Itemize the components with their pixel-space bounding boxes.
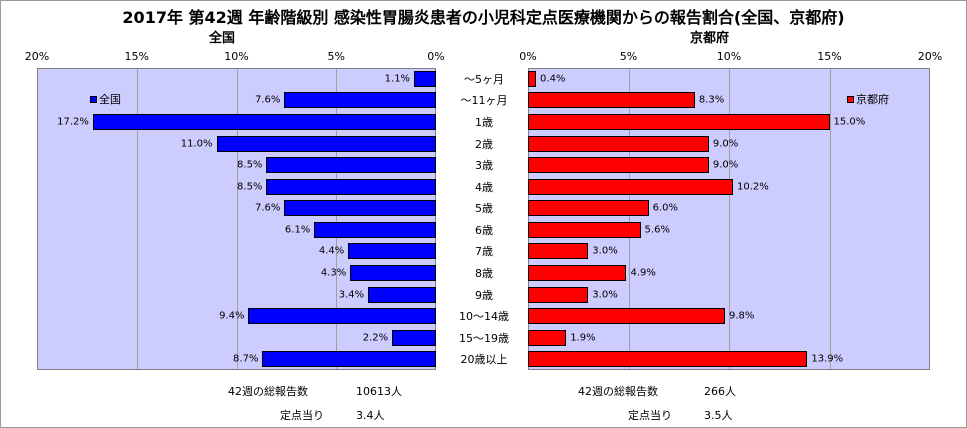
right-gridline [830,69,831,369]
right-total-value: 266人 [704,383,736,399]
category-label: ～11ヶ月 [440,92,528,108]
kyoto-bar [528,287,588,303]
legend-national-label: 全国 [99,91,121,107]
kyoto-bar [528,308,725,324]
kyoto-bar [528,200,649,216]
national-data-label: 11.0% [181,138,213,149]
right-total-label: 42週の総報告数 [578,383,658,399]
national-data-label: 8.5% [237,160,262,171]
national-data-label: 3.4% [339,289,364,300]
left-tick-label: 0% [427,50,444,63]
national-bar [262,351,436,367]
category-label: 7歳 [440,243,528,259]
national-bar [217,136,436,152]
national-data-label: 9.4% [219,311,244,322]
left-total-label: 42週の総報告数 [228,383,308,399]
left-tick-label: 15% [125,50,149,63]
kyoto-bar [528,222,641,238]
left-tick-label: 10% [224,50,248,63]
kyoto-data-label: 13.9% [811,354,843,365]
left-tick-label: 20% [25,50,49,63]
national-bar [266,179,436,195]
national-bar [266,157,436,173]
right-panel-title: 京都府 [690,27,729,46]
left-per-label: 定点当り [280,407,324,423]
national-bar [248,308,436,324]
national-bar [284,200,436,216]
category-label: 4歳 [440,179,528,195]
national-bar [368,287,436,303]
kyoto-data-label: 4.9% [630,267,655,278]
right-per-label: 定点当り [628,407,672,423]
national-bar [350,265,436,281]
national-data-label: 8.7% [233,354,258,365]
kyoto-bar [528,330,566,346]
national-data-label: 4.3% [321,267,346,278]
national-data-label: 17.2% [57,116,89,127]
kyoto-data-label: 9.0% [713,138,738,149]
legend-national: 全国 [90,91,121,107]
national-data-label: 8.5% [237,181,262,192]
category-label: 3歳 [440,157,528,173]
kyoto-data-label: 9.0% [713,160,738,171]
national-data-label: 7.6% [255,95,280,106]
national-data-label: 6.1% [285,224,310,235]
legend-national-swatch [90,96,97,103]
kyoto-data-label: 9.8% [729,311,754,322]
national-bar [93,114,436,130]
left-panel-title: 全国 [209,27,235,46]
category-label: 1歳 [440,114,528,130]
kyoto-bar [528,114,830,130]
kyoto-bar [528,157,709,173]
legend-kyoto-swatch [847,96,854,103]
right-tick-label: 10% [717,50,741,63]
national-data-label: 1.1% [385,73,410,84]
chart-title: 2017年 第42週 年齢階級別 感染性胃腸炎患者の小児科定点医療機関からの報告… [0,4,967,28]
kyoto-bar [528,179,733,195]
national-data-label: 4.4% [319,246,344,257]
national-bar [392,330,436,346]
kyoto-bar [528,265,626,281]
right-per-value: 3.5人 [704,407,733,423]
category-label: 10～14歳 [440,308,528,324]
kyoto-bar [528,351,807,367]
national-bar [284,92,436,108]
kyoto-bar [528,243,588,259]
kyoto-data-label: 15.0% [834,116,866,127]
legend-kyoto-label: 京都府 [856,91,889,107]
kyoto-bar [528,92,695,108]
kyoto-data-label: 1.9% [570,332,595,343]
category-label: 6歳 [440,222,528,238]
kyoto-bar [528,71,536,87]
category-label: 15～19歳 [440,330,528,346]
right-tick-label: 0% [519,50,536,63]
national-bar [414,71,436,87]
category-label: 5歳 [440,200,528,216]
left-per-value: 3.4人 [356,407,385,423]
national-data-label: 2.2% [363,332,388,343]
legend-kyoto: 京都府 [847,91,889,107]
kyoto-data-label: 8.3% [699,95,724,106]
category-label: 2歳 [440,136,528,152]
national-bar [314,222,436,238]
national-bar [348,243,436,259]
kyoto-data-label: 3.0% [592,289,617,300]
right-tick-label: 20% [918,50,942,63]
kyoto-data-label: 6.0% [653,203,678,214]
left-total-value: 10613人 [356,383,402,399]
category-label: ～5ヶ月 [440,71,528,87]
right-tick-label: 5% [620,50,637,63]
right-tick-label: 15% [817,50,841,63]
kyoto-bar [528,136,709,152]
kyoto-data-label: 0.4% [540,73,565,84]
national-data-label: 7.6% [255,203,280,214]
kyoto-data-label: 10.2% [737,181,769,192]
category-label: 20歳以上 [440,351,528,367]
left-tick-label: 5% [328,50,345,63]
category-label: 9歳 [440,287,528,303]
category-label: 8歳 [440,265,528,281]
kyoto-data-label: 5.6% [645,224,670,235]
kyoto-data-label: 3.0% [592,246,617,257]
